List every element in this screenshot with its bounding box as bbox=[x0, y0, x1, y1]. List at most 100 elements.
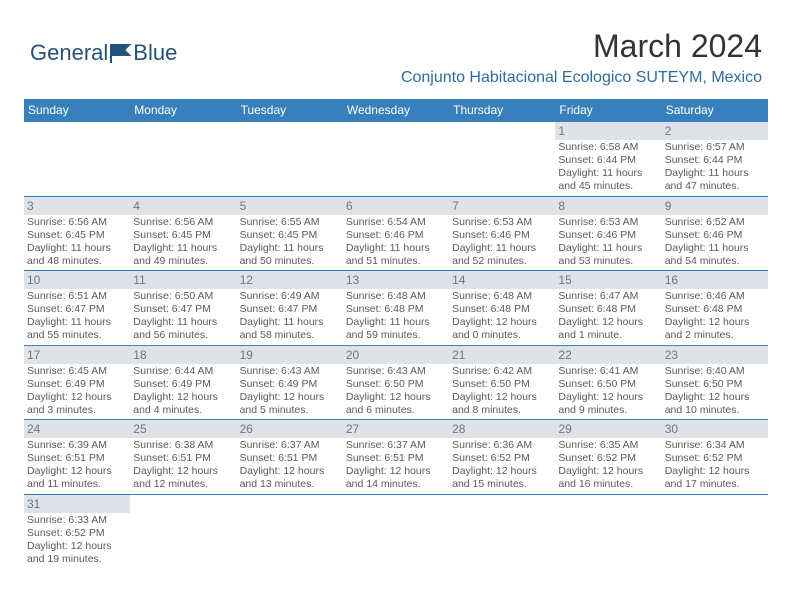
day-sun-info: Sunrise: 6:40 AMSunset: 6:50 PMDaylight:… bbox=[665, 365, 765, 418]
weekday-header: Tuesday bbox=[237, 99, 343, 122]
calendar-day-cell: 2Sunrise: 6:57 AMSunset: 6:44 PMDaylight… bbox=[662, 122, 768, 197]
calendar-day-cell: 11Sunrise: 6:50 AMSunset: 6:47 PMDayligh… bbox=[130, 271, 236, 346]
day-number: 4 bbox=[130, 197, 236, 215]
calendar-day-cell: 15Sunrise: 6:47 AMSunset: 6:48 PMDayligh… bbox=[555, 271, 661, 346]
day-number: 20 bbox=[343, 346, 449, 364]
day-number: 9 bbox=[662, 197, 768, 215]
calendar-week-row: 17Sunrise: 6:45 AMSunset: 6:49 PMDayligh… bbox=[24, 345, 768, 420]
day-sun-info: Sunrise: 6:34 AMSunset: 6:52 PMDaylight:… bbox=[665, 439, 765, 492]
calendar-day-cell: 21Sunrise: 6:42 AMSunset: 6:50 PMDayligh… bbox=[449, 345, 555, 420]
day-sun-info: Sunrise: 6:50 AMSunset: 6:47 PMDaylight:… bbox=[133, 290, 233, 343]
weekday-header: Sunday bbox=[24, 99, 130, 122]
day-number: 3 bbox=[24, 197, 130, 215]
day-sun-info: Sunrise: 6:53 AMSunset: 6:46 PMDaylight:… bbox=[558, 216, 658, 269]
calendar-day-cell: 18Sunrise: 6:44 AMSunset: 6:49 PMDayligh… bbox=[130, 345, 236, 420]
calendar-day-cell: 12Sunrise: 6:49 AMSunset: 6:47 PMDayligh… bbox=[237, 271, 343, 346]
day-sun-info: Sunrise: 6:37 AMSunset: 6:51 PMDaylight:… bbox=[346, 439, 446, 492]
day-sun-info: Sunrise: 6:47 AMSunset: 6:48 PMDaylight:… bbox=[558, 290, 658, 343]
weekday-header: Wednesday bbox=[343, 99, 449, 122]
day-number: 2 bbox=[662, 122, 768, 140]
day-number: 8 bbox=[555, 197, 661, 215]
calendar-day-cell bbox=[237, 122, 343, 197]
calendar-day-cell: 28Sunrise: 6:36 AMSunset: 6:52 PMDayligh… bbox=[449, 420, 555, 495]
day-sun-info: Sunrise: 6:45 AMSunset: 6:49 PMDaylight:… bbox=[27, 365, 127, 418]
calendar-day-cell bbox=[343, 494, 449, 568]
calendar-day-cell bbox=[343, 122, 449, 197]
day-number: 13 bbox=[343, 271, 449, 289]
weekday-header: Friday bbox=[555, 99, 661, 122]
day-number: 21 bbox=[449, 346, 555, 364]
day-sun-info: Sunrise: 6:49 AMSunset: 6:47 PMDaylight:… bbox=[240, 290, 340, 343]
day-sun-info: Sunrise: 6:43 AMSunset: 6:49 PMDaylight:… bbox=[240, 365, 340, 418]
day-sun-info: Sunrise: 6:56 AMSunset: 6:45 PMDaylight:… bbox=[133, 216, 233, 269]
day-sun-info: Sunrise: 6:56 AMSunset: 6:45 PMDaylight:… bbox=[27, 216, 127, 269]
logo-flag-icon bbox=[110, 43, 132, 63]
calendar-day-cell: 29Sunrise: 6:35 AMSunset: 6:52 PMDayligh… bbox=[555, 420, 661, 495]
day-number: 16 bbox=[662, 271, 768, 289]
calendar-week-row: 31Sunrise: 6:33 AMSunset: 6:52 PMDayligh… bbox=[24, 494, 768, 568]
day-number: 5 bbox=[237, 197, 343, 215]
calendar-day-cell: 31Sunrise: 6:33 AMSunset: 6:52 PMDayligh… bbox=[24, 494, 130, 568]
day-number: 17 bbox=[24, 346, 130, 364]
calendar-day-cell: 13Sunrise: 6:48 AMSunset: 6:48 PMDayligh… bbox=[343, 271, 449, 346]
day-number: 12 bbox=[237, 271, 343, 289]
day-number: 10 bbox=[24, 271, 130, 289]
page-header: General Blue March 2024 Conjunto Habitac… bbox=[0, 28, 792, 87]
day-number: 11 bbox=[130, 271, 236, 289]
calendar-day-cell: 17Sunrise: 6:45 AMSunset: 6:49 PMDayligh… bbox=[24, 345, 130, 420]
day-sun-info: Sunrise: 6:42 AMSunset: 6:50 PMDaylight:… bbox=[452, 365, 552, 418]
calendar-week-row: 3Sunrise: 6:56 AMSunset: 6:45 PMDaylight… bbox=[24, 196, 768, 271]
calendar-day-cell bbox=[449, 122, 555, 197]
day-sun-info: Sunrise: 6:38 AMSunset: 6:51 PMDaylight:… bbox=[133, 439, 233, 492]
calendar-table: Sunday Monday Tuesday Wednesday Thursday… bbox=[24, 99, 768, 568]
day-sun-info: Sunrise: 6:58 AMSunset: 6:44 PMDaylight:… bbox=[558, 141, 658, 194]
calendar-day-cell bbox=[237, 494, 343, 568]
day-number: 6 bbox=[343, 197, 449, 215]
day-number: 19 bbox=[237, 346, 343, 364]
day-number: 18 bbox=[130, 346, 236, 364]
day-sun-info: Sunrise: 6:41 AMSunset: 6:50 PMDaylight:… bbox=[558, 365, 658, 418]
day-sun-info: Sunrise: 6:37 AMSunset: 6:51 PMDaylight:… bbox=[240, 439, 340, 492]
logo: General Blue bbox=[30, 40, 177, 66]
calendar-day-cell: 5Sunrise: 6:55 AMSunset: 6:45 PMDaylight… bbox=[237, 196, 343, 271]
day-sun-info: Sunrise: 6:35 AMSunset: 6:52 PMDaylight:… bbox=[558, 439, 658, 492]
calendar-day-cell: 9Sunrise: 6:52 AMSunset: 6:46 PMDaylight… bbox=[662, 196, 768, 271]
day-number: 25 bbox=[130, 420, 236, 438]
calendar-day-cell: 26Sunrise: 6:37 AMSunset: 6:51 PMDayligh… bbox=[237, 420, 343, 495]
day-number: 30 bbox=[662, 420, 768, 438]
day-number: 7 bbox=[449, 197, 555, 215]
calendar-day-cell: 16Sunrise: 6:46 AMSunset: 6:48 PMDayligh… bbox=[662, 271, 768, 346]
calendar-day-cell: 22Sunrise: 6:41 AMSunset: 6:50 PMDayligh… bbox=[555, 345, 661, 420]
day-number: 27 bbox=[343, 420, 449, 438]
day-number: 23 bbox=[662, 346, 768, 364]
day-sun-info: Sunrise: 6:36 AMSunset: 6:52 PMDaylight:… bbox=[452, 439, 552, 492]
calendar-day-cell: 10Sunrise: 6:51 AMSunset: 6:47 PMDayligh… bbox=[24, 271, 130, 346]
logo-text-1: General bbox=[30, 40, 108, 66]
calendar-day-cell: 3Sunrise: 6:56 AMSunset: 6:45 PMDaylight… bbox=[24, 196, 130, 271]
day-number: 26 bbox=[237, 420, 343, 438]
day-sun-info: Sunrise: 6:57 AMSunset: 6:44 PMDaylight:… bbox=[665, 141, 765, 194]
day-sun-info: Sunrise: 6:54 AMSunset: 6:46 PMDaylight:… bbox=[346, 216, 446, 269]
day-number: 1 bbox=[555, 122, 661, 140]
title-block: March 2024 Conjunto Habitacional Ecologi… bbox=[401, 28, 762, 87]
day-sun-info: Sunrise: 6:39 AMSunset: 6:51 PMDaylight:… bbox=[27, 439, 127, 492]
weekday-header-row: Sunday Monday Tuesday Wednesday Thursday… bbox=[24, 99, 768, 122]
calendar-day-cell bbox=[449, 494, 555, 568]
calendar-day-cell: 7Sunrise: 6:53 AMSunset: 6:46 PMDaylight… bbox=[449, 196, 555, 271]
calendar-day-cell: 27Sunrise: 6:37 AMSunset: 6:51 PMDayligh… bbox=[343, 420, 449, 495]
location-subtitle: Conjunto Habitacional Ecologico SUTEYM, … bbox=[401, 69, 762, 87]
calendar-day-cell: 30Sunrise: 6:34 AMSunset: 6:52 PMDayligh… bbox=[662, 420, 768, 495]
day-sun-info: Sunrise: 6:52 AMSunset: 6:46 PMDaylight:… bbox=[665, 216, 765, 269]
weekday-header: Monday bbox=[130, 99, 236, 122]
calendar-week-row: 10Sunrise: 6:51 AMSunset: 6:47 PMDayligh… bbox=[24, 271, 768, 346]
day-number: 22 bbox=[555, 346, 661, 364]
day-sun-info: Sunrise: 6:46 AMSunset: 6:48 PMDaylight:… bbox=[665, 290, 765, 343]
calendar-day-cell: 23Sunrise: 6:40 AMSunset: 6:50 PMDayligh… bbox=[662, 345, 768, 420]
weekday-header: Saturday bbox=[662, 99, 768, 122]
calendar-day-cell bbox=[130, 494, 236, 568]
day-number: 24 bbox=[24, 420, 130, 438]
calendar-week-row: 24Sunrise: 6:39 AMSunset: 6:51 PMDayligh… bbox=[24, 420, 768, 495]
calendar-day-cell bbox=[24, 122, 130, 197]
day-sun-info: Sunrise: 6:53 AMSunset: 6:46 PMDaylight:… bbox=[452, 216, 552, 269]
calendar-day-cell bbox=[555, 494, 661, 568]
